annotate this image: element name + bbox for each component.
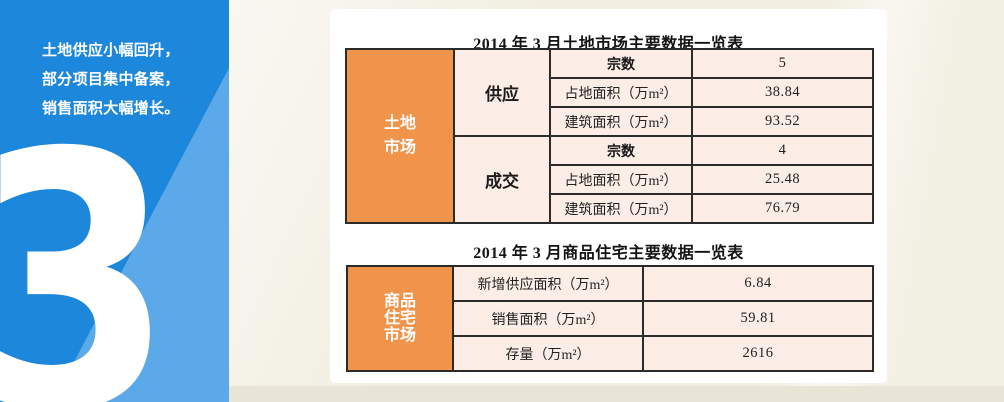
land-market-table: 土地 市场 供应 宗数 5 占地面积（万m²） 38.84 建筑面积（万m²） … bbox=[345, 48, 874, 224]
table-row: 销售面积（万m²） 59.81 bbox=[347, 300, 874, 337]
metric-value: 93.52 bbox=[691, 106, 874, 137]
headline-line-3: 销售面积大幅增长。 bbox=[42, 100, 180, 117]
metric-label: 宗数 bbox=[549, 48, 693, 79]
headline-line-2: 部分项目集中备案， bbox=[42, 71, 180, 88]
table-row: 建筑面积（万m²） 93.52 bbox=[346, 106, 874, 137]
metric-value: 4 bbox=[691, 135, 874, 166]
summary-side-panel: 土地供应小幅回升， 部分项目集中备案， 销售面积大幅增长。 3 bbox=[0, 0, 229, 402]
header-line: 商品 bbox=[383, 293, 416, 310]
housing-table-title: 2014 年 3 月商品住宅主要数据一览表 bbox=[473, 245, 744, 262]
bottom-shadow-band bbox=[228, 386, 1004, 402]
metric-label: 占地面积（万m²） bbox=[549, 164, 693, 195]
metric-label: 建筑面积（万m²） bbox=[549, 106, 693, 137]
metric-label: 新增供应面积（万m²） bbox=[452, 265, 644, 302]
deal-group-cell: 成交 bbox=[453, 135, 551, 224]
metric-label: 宗数 bbox=[549, 135, 693, 166]
housing-market-table: 商品 住宅 市场 新增供应面积（万m²） 6.84 销售面积（万m²） 59.8… bbox=[346, 265, 874, 372]
report-panel: 2014 年 3 月土地市场主要数据一览表 土地 市场 供应 宗数 5 占地面积… bbox=[330, 9, 887, 383]
metric-label: 销售面积（万m²） bbox=[452, 300, 644, 337]
table-row: 占地面积（万m²） 25.48 bbox=[346, 164, 874, 195]
header-line: 市场 bbox=[383, 327, 416, 344]
table-row: 成交 宗数 4 bbox=[346, 135, 874, 224]
section-number: 3 bbox=[0, 108, 173, 402]
table-row: 建筑面积（万m²） 76.79 bbox=[346, 193, 874, 224]
table-row: 土地 市场 供应 宗数 5 bbox=[345, 48, 874, 224]
metric-value: 6.84 bbox=[642, 265, 874, 302]
metric-value: 5 bbox=[691, 48, 874, 79]
summary-headline: 土地供应小幅回升， 部分项目集中备案， 销售面积大幅增长。 bbox=[42, 36, 180, 123]
table-row: 存量（万m²） 2616 bbox=[347, 335, 874, 372]
housing-table-header-cell: 商品 住宅 市场 bbox=[346, 265, 454, 372]
metric-value: 2616 bbox=[642, 335, 874, 372]
metric-label: 存量（万m²） bbox=[452, 335, 644, 372]
supply-group-cell: 供应 bbox=[453, 48, 551, 137]
headline-line-1: 土地供应小幅回升， bbox=[42, 42, 180, 59]
metric-value: 25.48 bbox=[691, 164, 874, 195]
header-line: 住宅 bbox=[383, 310, 416, 327]
header-line: 市场 bbox=[383, 139, 416, 156]
table-row: 商品 住宅 市场 新增供应面积（万m²） 6.84 bbox=[346, 265, 874, 372]
table-row: 占地面积（万m²） 38.84 bbox=[346, 77, 874, 108]
header-line: 土地 bbox=[383, 115, 416, 132]
metric-value: 76.79 bbox=[691, 193, 874, 224]
metric-value: 38.84 bbox=[691, 77, 874, 108]
metric-label: 占地面积（万m²） bbox=[549, 77, 693, 108]
land-table-header-cell: 土地 市场 bbox=[345, 48, 455, 224]
metric-value: 59.81 bbox=[642, 300, 874, 337]
metric-label: 建筑面积（万m²） bbox=[549, 193, 693, 224]
